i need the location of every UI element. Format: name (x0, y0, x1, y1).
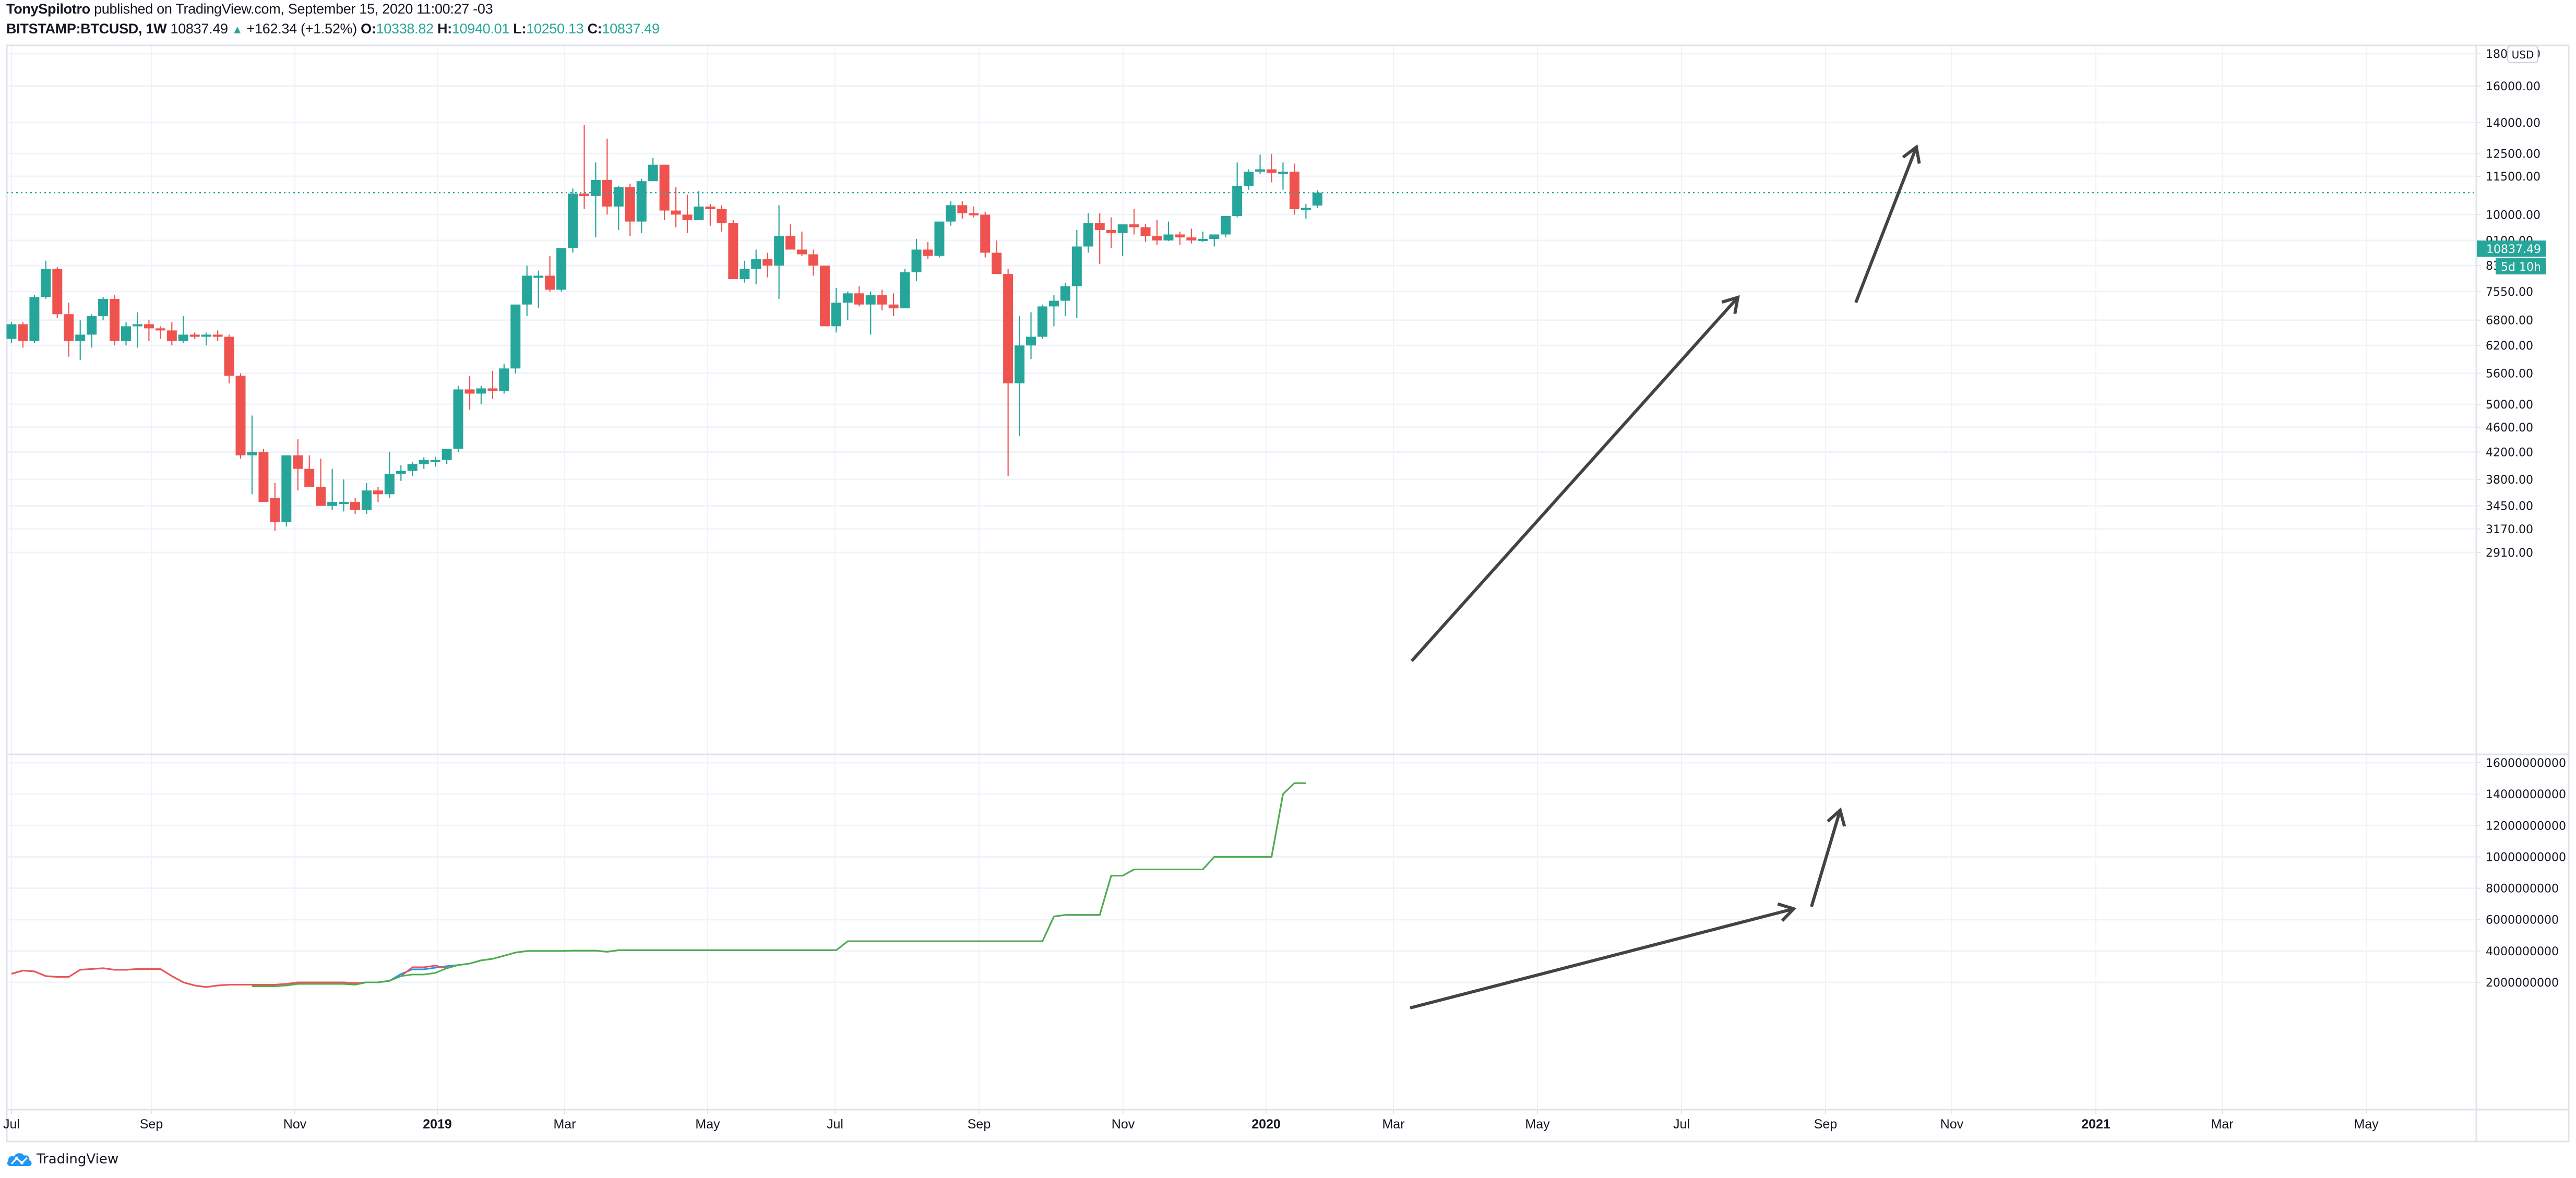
price-tick-label: 3450.00 (2486, 500, 2533, 513)
high-label: H: (437, 21, 452, 37)
currency-badge-label: USD (2512, 49, 2534, 61)
candlestick-series (6, 125, 1322, 531)
low-label: L: (513, 21, 527, 37)
low-value: 10250.13 (526, 21, 584, 37)
time-tick-label: May (2354, 1117, 2379, 1132)
time-axis[interactable]: Jul Sep Nov 2019 Mar May Jul Sep Nov 2020 Mar May Ju… (3, 1110, 2379, 1132)
price-breakout-arrow[interactable] (1854, 144, 1921, 304)
countdown-badge (2496, 258, 2546, 274)
indicator-tick-label: 10000000000 (2486, 851, 2566, 864)
time-tick-label: May (695, 1117, 720, 1132)
price-trend-arrow[interactable] (1410, 295, 1740, 663)
countdown-badge-label: 5d 10h (2501, 261, 2541, 274)
close-label: C: (587, 21, 602, 37)
last-price: 10837.49 (170, 21, 228, 37)
open-value: 10338.82 (376, 21, 434, 37)
publish-info: TonySpilotro published on TradingView.co… (6, 1, 493, 17)
price-tick-label: 16000.00 (2486, 80, 2541, 93)
high-value: 10940.01 (451, 21, 510, 37)
price-tick-label: 10000.00 (2486, 209, 2541, 222)
time-tick-label: Mar (1382, 1117, 1404, 1132)
time-tick-label: Jul (1673, 1117, 1690, 1132)
drawing-arrows[interactable] (1410, 144, 1921, 1009)
indicator-trend-arrow[interactable] (1410, 902, 1797, 1009)
time-tick-label: 2019 (423, 1117, 452, 1132)
indicator-tick-label: 16000000000 (2486, 757, 2566, 770)
time-tick-label: Mar (2211, 1117, 2233, 1132)
symbol-legend: BITSTAMP:BTCUSD, 1W 10837.49 ▲ +162.34 (… (6, 21, 660, 37)
time-tick-label: Nov (1940, 1117, 1964, 1132)
indicator-tick-label: 14000000000 (2486, 788, 2566, 801)
chart-frame (6, 44, 2570, 1143)
price-axis-badges: USD 10837.49 5d 10h (2477, 45, 2546, 274)
tradingview-logo-icon (7, 1153, 32, 1166)
close-value: 10837.49 (602, 21, 660, 37)
price-tick-label: 5600.00 (2486, 368, 2533, 381)
time-tick-label: Sep (968, 1117, 991, 1132)
price-tick-label: 6200.00 (2486, 340, 2533, 353)
time-tick-label: Jul (3, 1117, 20, 1132)
time-tick-label: Nov (1112, 1117, 1135, 1132)
price-tick-label: 4600.00 (2486, 422, 2533, 435)
price-tick-label: 3800.00 (2486, 474, 2533, 487)
price-tick-label: 5000.00 (2486, 399, 2533, 412)
grid-lines (7, 45, 2476, 1110)
indicator-tick-label: 6000000000 (2486, 914, 2559, 927)
current-price-badge-label: 10837.49 (2486, 243, 2541, 256)
time-tick-label: Mar (553, 1117, 576, 1132)
price-tick-label: 14000.00 (2486, 117, 2541, 130)
indicator-breakout-arrow[interactable] (1810, 807, 1846, 907)
time-tick-label: Jul (827, 1117, 843, 1132)
price-tick-label: 12500.00 (2486, 148, 2541, 161)
time-tick-label: May (1525, 1117, 1550, 1132)
indicator-tick-label: 4000000000 (2486, 945, 2559, 958)
open-label: O: (361, 21, 376, 37)
author-name[interactable]: TonySpilotro (6, 1, 90, 17)
price-change: +162.34 (+1.52%) (246, 21, 357, 37)
published-text: published on TradingView.com, September … (90, 1, 493, 17)
price-tick-label: 7550.00 (2486, 286, 2533, 299)
price-tick-label: 6800.00 (2486, 315, 2533, 328)
tradingview-brand: TradingView (37, 1151, 119, 1167)
time-tick-label: 2021 (2081, 1117, 2110, 1132)
up-triangle-icon: ▲ (231, 23, 243, 36)
currency-badge[interactable] (2507, 45, 2538, 63)
symbol-label: BITSTAMP:BTCUSD, 1W (6, 21, 167, 37)
time-tick-label: Nov (283, 1117, 307, 1132)
time-tick-label: Sep (1814, 1117, 1837, 1132)
time-tick-label: Sep (140, 1117, 163, 1132)
current-price-badge (2477, 241, 2546, 257)
price-tick-label: 2910.00 (2486, 547, 2533, 560)
tradingview-footer[interactable]: TradingView (6, 1150, 118, 1168)
indicator-axis[interactable]: 16000000000 14000000000 12000000000 1000000… (2476, 757, 2566, 990)
indicator-lines (11, 782, 1306, 988)
price-tick-label: 4200.00 (2486, 446, 2533, 459)
price-tick-label: 11500.00 (2486, 171, 2541, 184)
price-axis[interactable]: 18000.0016000.0014000.0012500.0011500.00… (2476, 48, 2541, 560)
indicator-tick-label: 8000000000 (2486, 883, 2559, 896)
indicator-tick-label: 2000000000 (2486, 977, 2559, 990)
indicator-tick-label: 12000000000 (2486, 820, 2566, 833)
price-tick-label: 3170.00 (2486, 523, 2533, 536)
time-tick-label: 2020 (1251, 1117, 1281, 1132)
